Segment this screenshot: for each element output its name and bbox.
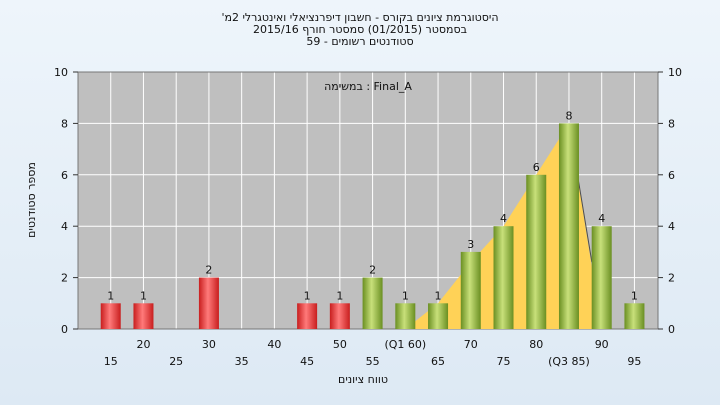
bar-value-label: 2 (369, 264, 376, 277)
bars (100, 123, 645, 330)
x-tick-label: 70 (464, 338, 478, 351)
bar (100, 303, 121, 329)
x-tick-label: 25 (169, 355, 183, 368)
x-tick-label: 80 (529, 338, 543, 351)
x-tick-label: (Q3 85) (548, 355, 590, 368)
x-axis: 15 20 25 30 35 40 45 50 55 (Q1 60) 65 70 75 80 (Q3 85)… (104, 338, 642, 368)
x-tick-label: 45 (300, 355, 314, 368)
value-labels: 1 1 2 1 1 2 1 1 3 4 6 8 4 1 (107, 109, 638, 302)
bar (526, 174, 547, 329)
bar-value-label: 2 (205, 264, 212, 277)
bar (395, 303, 416, 329)
bar-value-label: 1 (336, 289, 343, 302)
x-tick-label: 35 (235, 355, 249, 368)
y-axis-title: מספר סטודנטים (25, 162, 38, 238)
y-tick-label-left: 4 (61, 220, 68, 233)
x-tick-label: 55 (366, 355, 380, 368)
y-tick-label-right: 4 (668, 220, 675, 233)
y-tick-label-right: 0 (668, 323, 675, 336)
x-tick-label: 50 (333, 338, 347, 351)
x-tick-label: 75 (497, 355, 511, 368)
bar-value-label: 1 (140, 289, 147, 302)
bar (493, 226, 514, 329)
bar-value-label: 1 (435, 289, 442, 302)
bar-value-label: 4 (598, 212, 605, 225)
y-axis-right: 0 2 4 6 8 10 (658, 66, 682, 336)
y-tick-label-left: 10 (54, 66, 68, 79)
y-tick-label-right: 10 (668, 66, 682, 79)
bar (460, 251, 481, 329)
x-tick-label: 40 (267, 338, 281, 351)
bar (198, 277, 219, 329)
bar (558, 123, 579, 330)
title-line-1: 'היסטוגרמת ציונים בקורס - חשבון דיפרנציא… (221, 11, 498, 24)
bar (624, 303, 645, 329)
y-tick-label-left: 8 (61, 117, 68, 130)
bar (133, 303, 154, 329)
bar (297, 303, 318, 329)
y-tick-label-left: 6 (61, 169, 68, 182)
bar-value-label: 4 (500, 212, 507, 225)
y-tick-label-right: 6 (668, 169, 675, 182)
x-tick-label: 15 (104, 355, 118, 368)
x-tick-label: (Q1 60) (384, 338, 426, 351)
bar (362, 277, 383, 329)
y-tick-label-right: 8 (668, 117, 675, 130)
x-tick-label: 65 (431, 355, 445, 368)
bar (591, 226, 612, 329)
x-tick-label: 20 (136, 338, 150, 351)
bar-value-label: 8 (565, 109, 572, 122)
bar-value-label: 3 (467, 238, 474, 251)
y-tick-label-right: 2 (668, 272, 675, 285)
x-tick-label: 30 (202, 338, 216, 351)
bar (428, 303, 449, 329)
plot-annotation: במשימה : Final_A (324, 80, 412, 93)
bar-value-label: 1 (631, 289, 638, 302)
bar-value-label: 1 (402, 289, 409, 302)
title-line-3: סטודנטים רשומים - 59 (306, 35, 413, 48)
bar (329, 303, 350, 329)
x-tick-label: 95 (627, 355, 641, 368)
x-axis-title: טווח ציונים (338, 373, 388, 386)
x-tick-label: 90 (595, 338, 609, 351)
bar-value-label: 1 (107, 289, 114, 302)
y-tick-label-left: 2 (61, 272, 68, 285)
chart-title: 'היסטוגרמת ציונים בקורס - חשבון דיפרנציא… (221, 11, 498, 48)
bar-value-label: 6 (533, 161, 540, 174)
title-line-2: בסמסטר (01/2015) סמסטר חורף 2015/16 (253, 23, 467, 36)
y-tick-label-left: 0 (61, 323, 68, 336)
y-axis-left: 0 2 4 6 8 10 (54, 66, 78, 336)
bar-value-label: 1 (304, 289, 311, 302)
